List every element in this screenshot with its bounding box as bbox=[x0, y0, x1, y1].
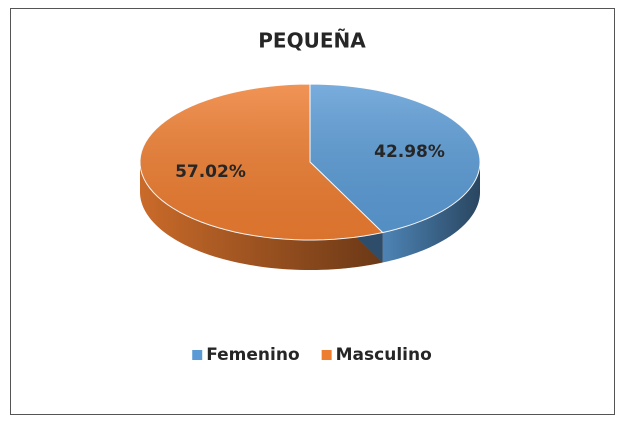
data-label: 57.02% bbox=[175, 162, 246, 182]
legend-swatch bbox=[321, 350, 332, 360]
slice-side-shade bbox=[382, 162, 480, 263]
legend-swatch bbox=[192, 350, 203, 360]
chart-title: PEQUEÑA bbox=[258, 29, 366, 53]
slice-side-shade bbox=[140, 162, 383, 270]
legend-label: Masculino bbox=[336, 345, 432, 365]
legend-label: Femenino bbox=[206, 345, 299, 365]
slice-highlight bbox=[310, 84, 480, 233]
slice-highlight bbox=[140, 84, 383, 240]
chart-border bbox=[10, 8, 615, 415]
data-label: 42.98% bbox=[374, 142, 445, 162]
